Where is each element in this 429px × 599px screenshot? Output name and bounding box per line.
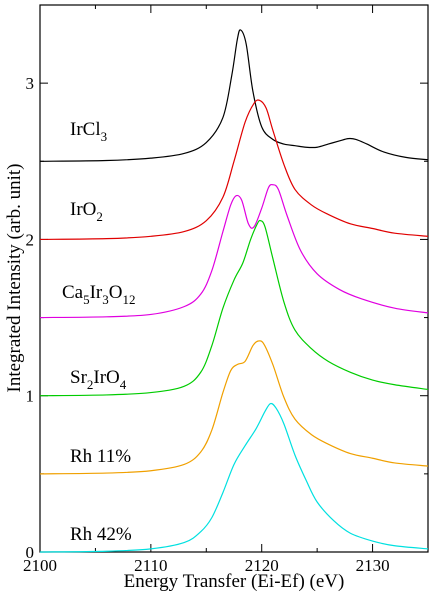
y-tick-label: 2	[26, 230, 35, 249]
series-label-rh-11-: Rh 11%	[70, 446, 131, 467]
series-label-ircl3: IrCl3	[70, 119, 107, 144]
plot-frame	[39, 4, 429, 553]
series-lines	[39, 29, 429, 553]
series-label-rh-42-: Rh 42%	[70, 524, 132, 545]
y-tick-label: 3	[26, 74, 35, 93]
y-tick-label: 0	[26, 543, 35, 562]
series-label-iro2: IrO2	[70, 199, 103, 224]
x-tick-label: 2100	[23, 556, 57, 575]
series-line-ca5ir3o12	[39, 183, 429, 319]
series-line-iro2	[39, 99, 429, 241]
series-label-sr2iro4: Sr2IrO4	[70, 367, 127, 392]
series-line-rh-42-	[39, 402, 429, 553]
series-label-ca5ir3o12: Ca5Ir3O12	[62, 282, 136, 307]
x-axis-title: Energy Transfer (Ei-Ef) (eV)	[124, 571, 345, 592]
y-tick-label: 1	[26, 387, 35, 406]
x-tick-label: 2110	[134, 556, 167, 575]
x-tick-label: 2120	[245, 556, 279, 575]
series-line-ircl3	[39, 29, 429, 162]
series-labels: IrCl3 IrO2 Ca5Ir3O12 Sr2IrO4 Rh 11% Rh 42%	[62, 119, 136, 545]
series-line-rh-11-	[39, 340, 429, 475]
axis-ticks: 2100 2110 2120 2130 0 1 2 3	[23, 5, 428, 575]
y-axis-title: Integrated Intensity (arb. unit)	[4, 164, 25, 393]
x-tick-label: 2130	[356, 556, 390, 575]
series-line-sr2iro4	[39, 219, 429, 397]
